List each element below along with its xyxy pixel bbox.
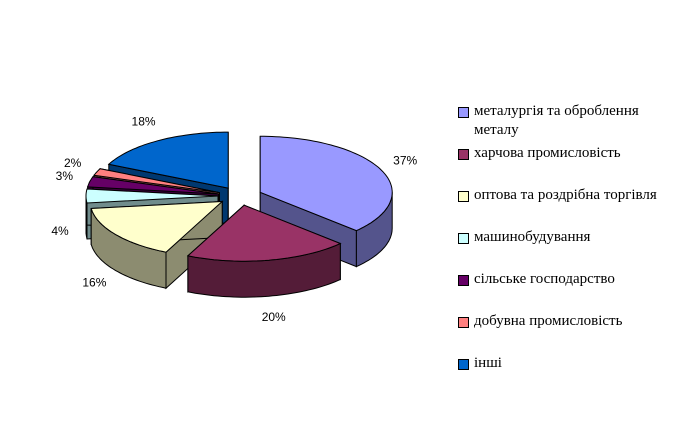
legend-label: добувна промисловість: [474, 313, 623, 329]
legend-item: харчова промисловість: [458, 144, 680, 186]
legend-label: сільське господарство: [474, 271, 615, 287]
data-label: 4%: [51, 224, 69, 238]
legend-label: харчова промисловість: [474, 145, 621, 161]
slice-top: [93, 168, 220, 194]
legend-item: оптова та роздрібна торгівля: [458, 186, 680, 228]
legend-label: інші: [474, 355, 502, 371]
slice-top: [259, 135, 393, 232]
legend-swatch: [458, 107, 469, 118]
slice: [90, 200, 224, 290]
slice-top: [90, 200, 224, 253]
legend-item: сільське господарство: [458, 270, 680, 312]
legend-swatch: [458, 317, 469, 328]
legend-label: оптова та роздрібна торгівля: [474, 187, 657, 203]
data-label: 18%: [132, 114, 156, 128]
legend-item: інші: [458, 354, 680, 396]
legend-swatch: [458, 275, 469, 286]
slice-top: [86, 176, 219, 195]
legend-swatch: [458, 149, 469, 160]
legend-item: машинобудування: [458, 228, 680, 270]
legend-swatch: [458, 359, 469, 370]
slice-top: [85, 188, 219, 204]
legend-label: машинобудування: [474, 229, 591, 245]
data-label: 20%: [262, 310, 286, 324]
slice: [259, 135, 393, 268]
legend-label: металургія та оброблення металу: [474, 103, 639, 138]
slice-top: [186, 204, 342, 262]
data-label: 37%: [393, 153, 417, 167]
data-label: 2%: [64, 156, 82, 170]
data-label: 16%: [82, 276, 106, 290]
slice: [186, 204, 342, 298]
legend-swatch: [458, 233, 469, 244]
legend: металургія та оброблення металу харчова п…: [458, 102, 680, 396]
legend-item: добувна промисловість: [458, 312, 680, 354]
legend-swatch: [458, 191, 469, 202]
legend-item: металургія та оброблення металу: [458, 102, 680, 144]
data-label: 3%: [56, 169, 74, 183]
slice-top: [107, 131, 229, 189]
